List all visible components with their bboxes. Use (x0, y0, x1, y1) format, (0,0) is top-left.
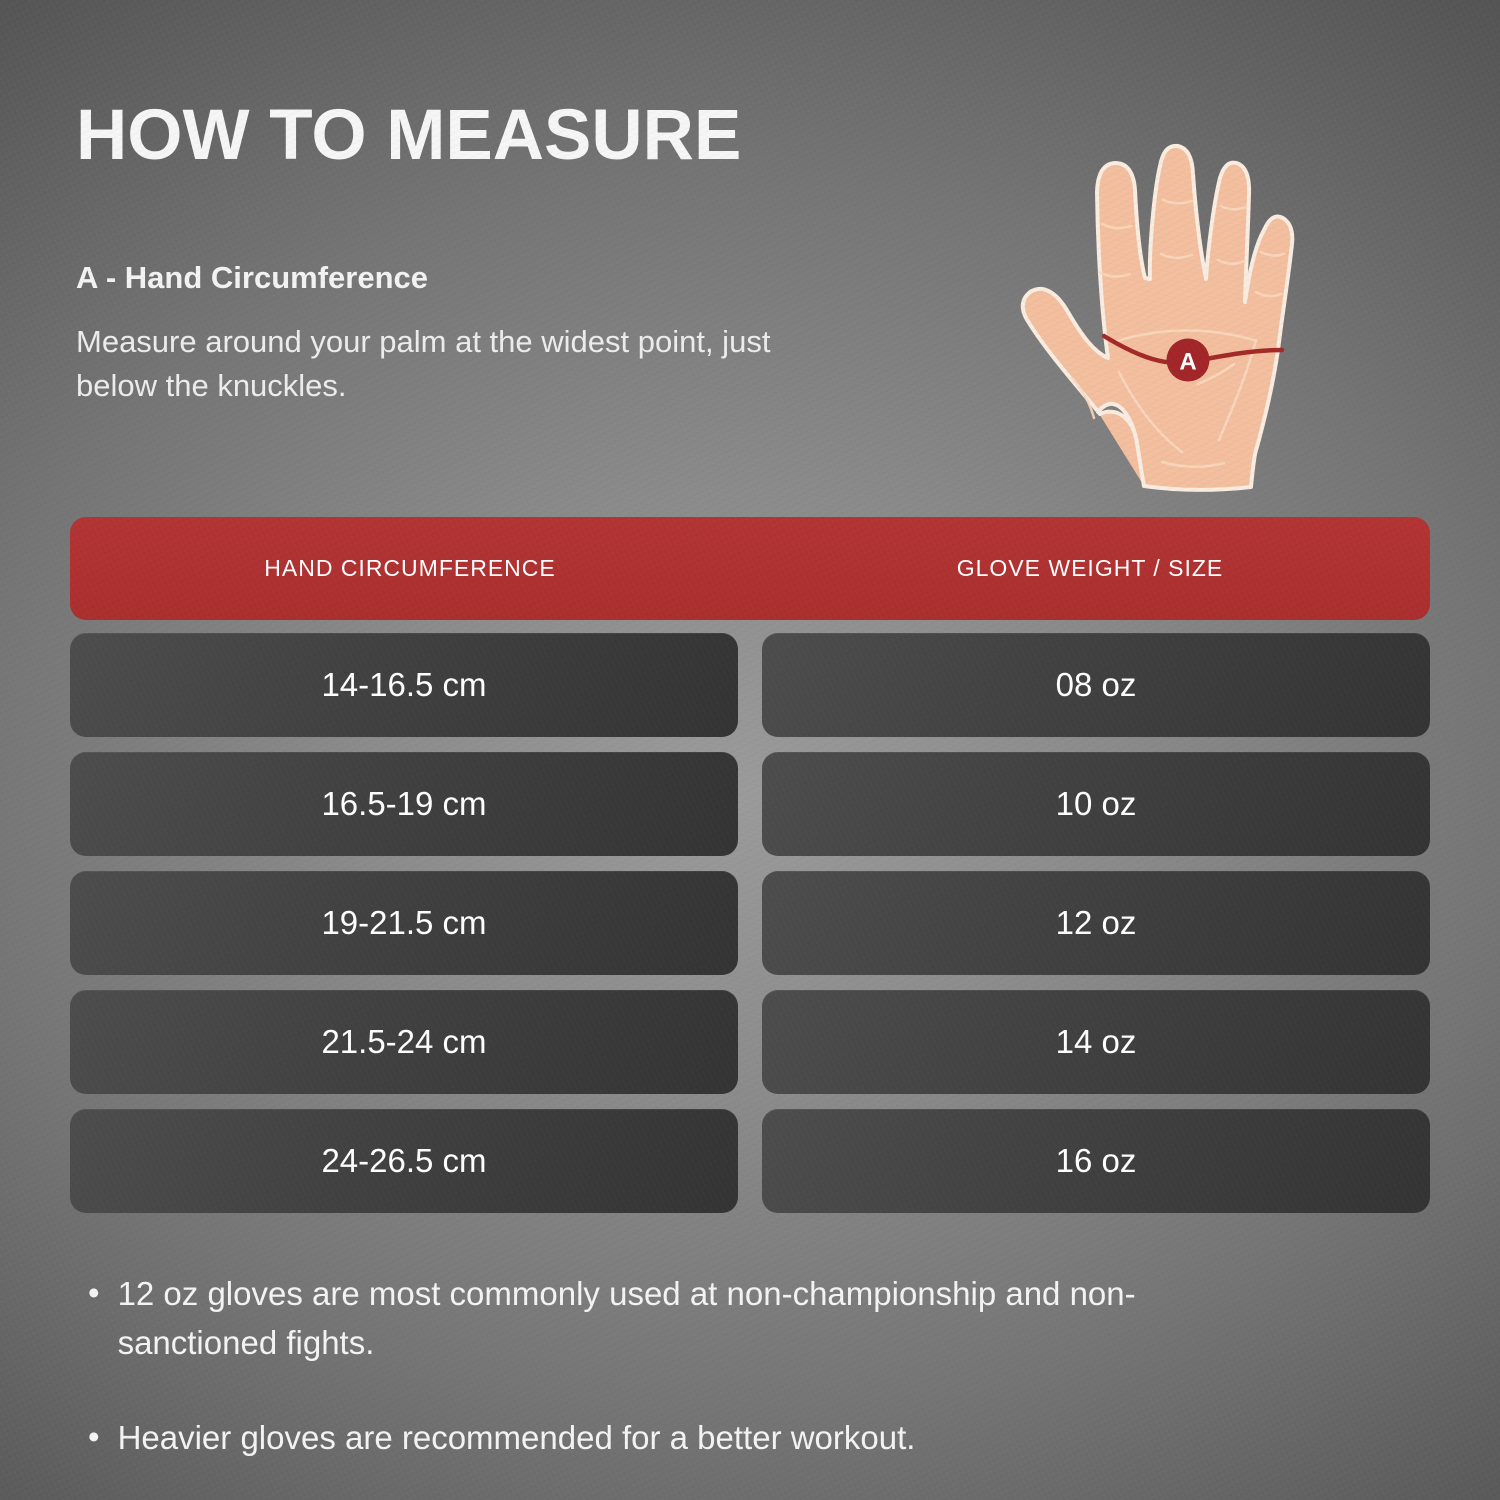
cell-glove-weight: 08 oz (762, 633, 1430, 737)
table-header-row: HAND CIRCUMFERENCE GLOVE WEIGHT / SIZE (70, 517, 1430, 620)
bullet-icon: • (88, 1274, 100, 1311)
table-row: 19-21.5 cm 12 oz (70, 871, 1430, 975)
table-row: 24-26.5 cm 16 oz (70, 1109, 1430, 1213)
cell-hand-circumference: 24-26.5 cm (70, 1109, 738, 1213)
cell-glove-weight: 16 oz (762, 1109, 1430, 1213)
size-table: 14-16.5 cm 08 oz 16.5-19 cm 10 oz 19-21.… (70, 633, 1430, 1213)
header-hand-circumference: HAND CIRCUMFERENCE (264, 555, 556, 581)
cell-glove-weight: 10 oz (762, 752, 1430, 856)
note-item: • Heavier gloves are recommended for a b… (88, 1414, 1368, 1463)
hand-illustration: A (1020, 143, 1295, 492)
notes-list: • 12 oz gloves are most commonly used at… (88, 1270, 1368, 1462)
cell-glove-weight: 12 oz (762, 871, 1430, 975)
page-title: HOW TO MEASURE (76, 96, 742, 175)
note-item: • 12 oz gloves are most commonly used at… (88, 1270, 1368, 1368)
header-glove-weight: GLOVE WEIGHT / SIZE (956, 555, 1224, 581)
cell-hand-circumference: 14-16.5 cm (70, 633, 738, 737)
table-row: 21.5-24 cm 14 oz (70, 990, 1430, 1094)
measurement-label: A - Hand Circumference (76, 260, 428, 295)
hand-outline (1020, 143, 1295, 492)
marker-circle (1166, 338, 1210, 382)
cell-hand-circumference: 21.5-24 cm (70, 990, 738, 1094)
table-row: 14-16.5 cm 08 oz (70, 633, 1430, 737)
marker-label: A (1179, 349, 1196, 376)
note-text: Heavier gloves are recommended for a bet… (117, 1418, 916, 1456)
measurement-description: Measure around your palm at the widest p… (76, 324, 771, 404)
table-row: 16.5-19 cm 10 oz (70, 752, 1430, 856)
note-text: 12 oz gloves are most commonly used at n… (117, 1275, 1136, 1361)
cell-hand-circumference: 16.5-19 cm (70, 752, 738, 856)
cell-glove-weight: 14 oz (762, 990, 1430, 1094)
cell-hand-circumference: 19-21.5 cm (70, 871, 738, 975)
bullet-icon: • (88, 1417, 100, 1455)
